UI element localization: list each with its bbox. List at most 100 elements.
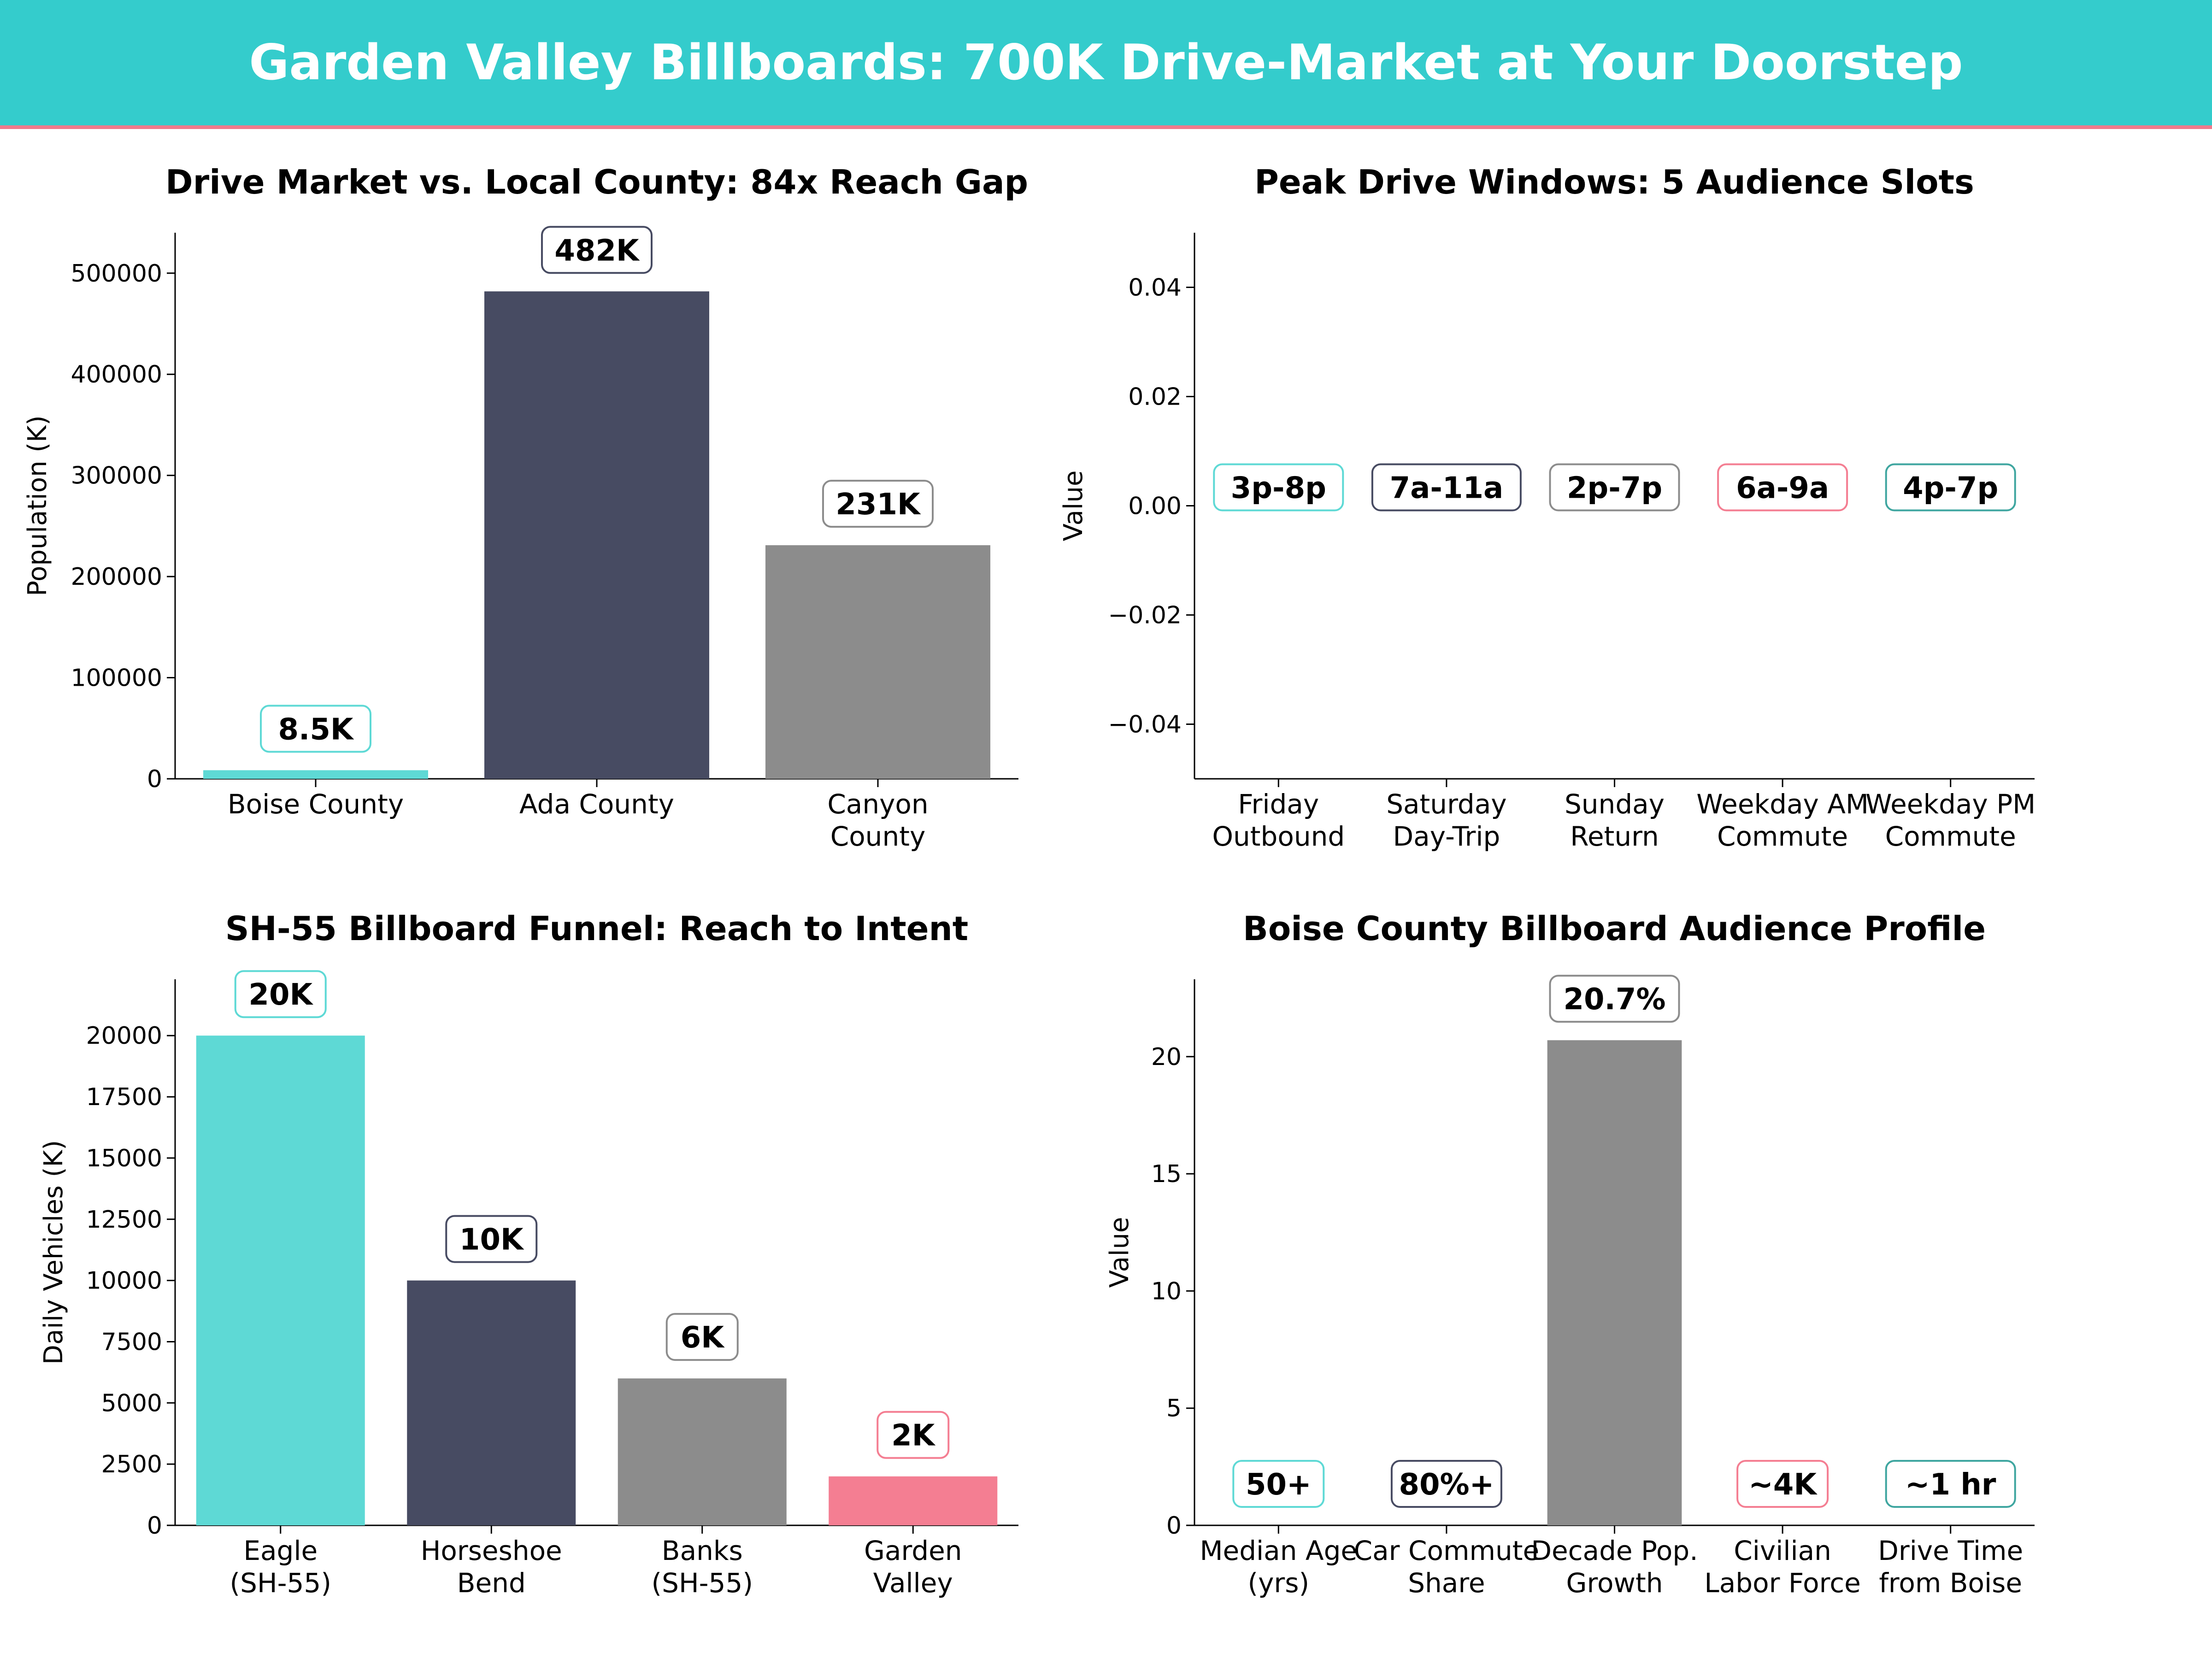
chart-title: Peak Drive Windows: 5 Audience Slots bbox=[1254, 163, 1974, 201]
y-tick-label: −0.02 bbox=[1108, 602, 1182, 629]
data-label: 6a-9a bbox=[1717, 463, 1848, 512]
data-label-text: 2p-7p bbox=[1567, 471, 1662, 506]
data-label-box bbox=[234, 970, 327, 1018]
data-label: 20.7% bbox=[1549, 975, 1680, 1023]
y-tick-label: 0 bbox=[147, 1512, 162, 1540]
data-label: 231K bbox=[822, 480, 934, 528]
y-axis-label: Population (K) bbox=[23, 415, 53, 596]
y-tick-label: 15000 bbox=[86, 1145, 162, 1172]
bar bbox=[407, 1280, 576, 1525]
x-tick-label: Friday Outbound bbox=[1212, 788, 1345, 852]
y-axis-label: Daily Vehicles (K) bbox=[39, 1140, 69, 1365]
data-label: 80%+ bbox=[1390, 1460, 1502, 1508]
data-label-box bbox=[1885, 463, 2016, 512]
data-label-text: 4p-7p bbox=[1903, 471, 1998, 506]
x-tick-label: Drive Time from Boise bbox=[1878, 1535, 2023, 1599]
data-label: 7a-11a bbox=[1371, 463, 1522, 512]
data-label-box bbox=[1717, 463, 1848, 512]
x-tick-label: Car Commute Share bbox=[1354, 1535, 1540, 1599]
y-tick-label: 100000 bbox=[71, 665, 162, 692]
y-tick-label: 20000 bbox=[86, 1022, 162, 1050]
x-tick-label: Eagle (SH-55) bbox=[230, 1535, 331, 1599]
data-label: 8.5K bbox=[260, 705, 371, 753]
data-label-box bbox=[1549, 463, 1680, 512]
x-tick-label: Decade Pop. Growth bbox=[1531, 1535, 1698, 1599]
y-tick-label: 10 bbox=[1151, 1277, 1182, 1305]
data-label: ~1 hr bbox=[1885, 1460, 2016, 1508]
bar bbox=[1547, 1040, 1682, 1525]
chart-billboard-funnel: SH-55 Billboard Funnel: Reach to Intent 0… bbox=[39, 909, 1018, 1599]
data-label: ~4K bbox=[1736, 1460, 1829, 1508]
data-label-text: 7a-11a bbox=[1390, 471, 1504, 506]
y-tick-label: 5000 bbox=[101, 1389, 162, 1417]
x-tick-label: Garden Valley bbox=[864, 1535, 962, 1599]
data-label: 50+ bbox=[1232, 1460, 1325, 1508]
data-label-text: 6K bbox=[681, 1321, 725, 1355]
y-tick-label: 15 bbox=[1151, 1160, 1182, 1188]
data-label-box bbox=[1736, 1460, 1829, 1508]
y-tick-label: 0 bbox=[147, 765, 162, 793]
chart-title: Boise County Billboard Audience Profile bbox=[1243, 909, 1986, 948]
chart-audience-profile: Boise County Billboard Audience Profile 0… bbox=[1105, 909, 2035, 1599]
x-tick-label: Horseshoe Bend bbox=[421, 1535, 562, 1599]
x-tick-label: Weekday PM Commute bbox=[1865, 788, 2036, 852]
data-label-text: 80%+ bbox=[1399, 1468, 1494, 1502]
data-label-text: 20K bbox=[248, 978, 313, 1012]
y-tick-label: 12500 bbox=[86, 1206, 162, 1234]
x-tick-label: Median Age (yrs) bbox=[1200, 1535, 1358, 1599]
data-label-box bbox=[1549, 975, 1680, 1023]
bar bbox=[829, 1476, 998, 1525]
data-label: 2p-7p bbox=[1549, 463, 1680, 512]
data-label: 2K bbox=[877, 1411, 950, 1459]
page-title: Garden Valley Billboards: 700K Drive-Mar… bbox=[249, 34, 1963, 91]
x-tick-label: Canyon County bbox=[827, 788, 928, 852]
data-label-text: 10K bbox=[459, 1223, 524, 1257]
bar bbox=[484, 291, 709, 779]
x-tick-label: Ada County bbox=[519, 788, 674, 820]
y-tick-label: 300000 bbox=[71, 462, 162, 490]
data-label-text: 482K bbox=[554, 234, 640, 268]
x-tick-label: Boise County bbox=[228, 788, 404, 820]
y-tick-label: 20 bbox=[1151, 1043, 1182, 1071]
x-tick-label: Saturday Day-Trip bbox=[1386, 788, 1506, 852]
data-label-text: ~1 hr bbox=[1905, 1468, 1996, 1502]
data-label: 20K bbox=[234, 970, 327, 1018]
x-tick-label: Weekday AM Commute bbox=[1696, 788, 1869, 852]
bar bbox=[196, 1035, 365, 1525]
bar bbox=[618, 1378, 787, 1525]
data-label-text: 3p-8p bbox=[1231, 471, 1326, 506]
x-tick-label: Civilian Labor Force bbox=[1704, 1535, 1860, 1599]
data-label-text: 231K bbox=[835, 488, 921, 522]
y-axis-label: Value bbox=[1059, 471, 1088, 541]
data-label: 3p-8p bbox=[1213, 463, 1344, 512]
data-label-box bbox=[260, 705, 371, 753]
chart-peak-windows: Peak Drive Windows: 5 Audience Slots −0.0… bbox=[1059, 163, 2036, 852]
data-label: 482K bbox=[541, 226, 653, 274]
y-tick-label: 200000 bbox=[71, 563, 162, 591]
y-tick-label: 500000 bbox=[71, 260, 162, 288]
data-label-text: 2K bbox=[891, 1419, 936, 1453]
data-label-box bbox=[1371, 463, 1522, 512]
y-tick-label: −0.04 bbox=[1108, 711, 1182, 739]
y-tick-label: 0 bbox=[1166, 1512, 1182, 1540]
data-label: 4p-7p bbox=[1885, 463, 2016, 512]
x-tick-label: Sunday Return bbox=[1565, 788, 1665, 852]
data-label-box bbox=[445, 1215, 538, 1263]
y-tick-label: 10000 bbox=[86, 1267, 162, 1295]
data-label: 6K bbox=[665, 1313, 739, 1361]
data-label-box bbox=[1213, 463, 1344, 512]
data-label-text: ~4K bbox=[1748, 1468, 1818, 1502]
data-label-text: 50+ bbox=[1246, 1468, 1312, 1502]
data-label-box bbox=[822, 480, 934, 528]
y-tick-label: 0.02 bbox=[1128, 383, 1182, 411]
x-tick-label: Banks (SH-55) bbox=[652, 1535, 753, 1599]
data-label-text: 8.5K bbox=[278, 712, 354, 747]
chart-drive-market: Drive Market vs. Local County: 84x Reach… bbox=[23, 163, 1028, 852]
y-tick-label: 2500 bbox=[101, 1451, 162, 1478]
y-tick-label: 0.00 bbox=[1128, 493, 1182, 520]
y-axis-label: Value bbox=[1105, 1217, 1135, 1288]
bar bbox=[203, 770, 428, 779]
data-label-text: 20.7% bbox=[1563, 982, 1665, 1017]
data-label: 10K bbox=[445, 1215, 538, 1263]
bar bbox=[765, 545, 990, 779]
